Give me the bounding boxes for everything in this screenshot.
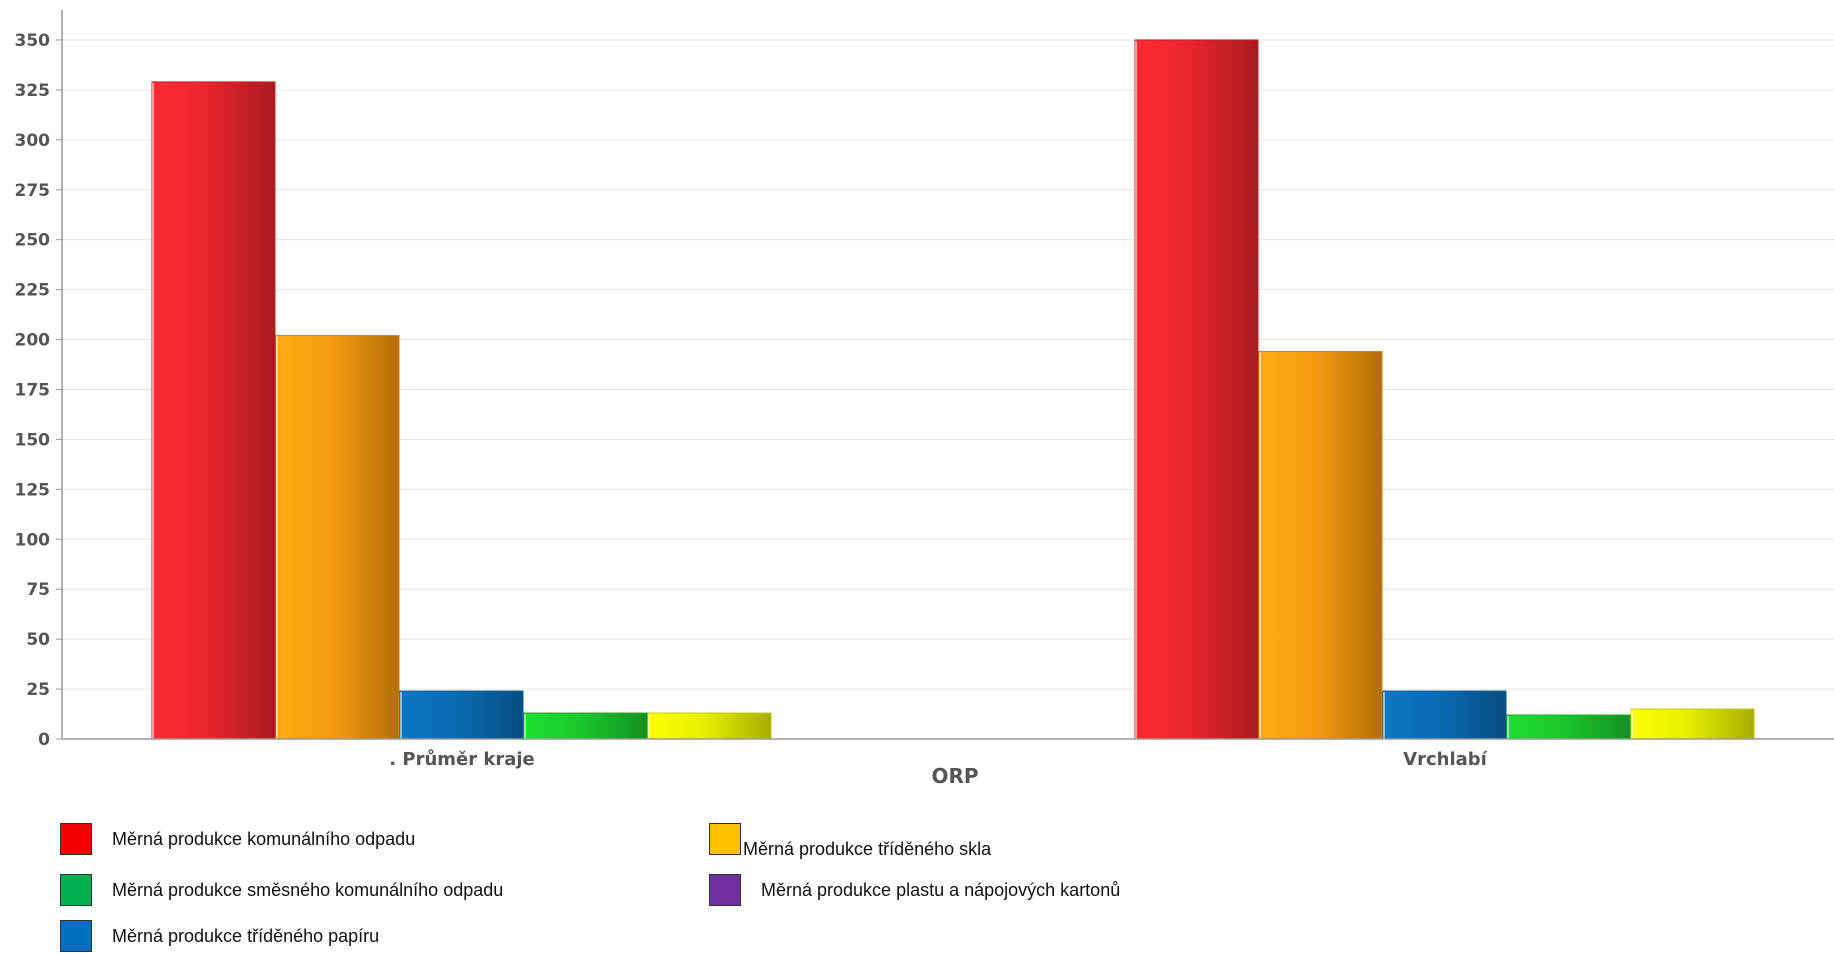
legend-item: Měrná produkce tříděného skla [709, 822, 991, 859]
legend-item: Měrná produkce komunálního odpadu [60, 822, 415, 856]
legend-swatch [60, 823, 92, 855]
y-tick-label: 300 [15, 131, 51, 151]
legend-label: Měrná produkce tříděného skla [743, 838, 992, 859]
bar-vrchlabi-series-3 [1382, 690, 1507, 740]
bar-prumer-kraje-series-5 [647, 712, 772, 740]
y-tick-label: 350 [15, 31, 51, 51]
x-category-label: . Průměr kraje [389, 748, 534, 770]
x-category-label: Vrchlabí [1403, 749, 1487, 770]
bar-prumer-kraje-series-2 [275, 335, 400, 740]
bar-prumer-kraje-series-4 [523, 712, 648, 740]
legend-label: Měrná produkce tříděného papíru [112, 925, 380, 946]
legend-swatch [60, 920, 92, 952]
y-tick-label: 175 [15, 380, 51, 400]
y-tick-label: 150 [15, 430, 51, 450]
y-tick-label: 125 [15, 480, 51, 500]
legend-item: Měrná produkce směsného komunálního odpa… [60, 873, 503, 907]
y-tick-label: 275 [15, 181, 51, 201]
bar-prumer-kraje-series-3 [399, 690, 524, 740]
y-tick-label: 325 [15, 81, 51, 101]
y-tick-label: 25 [26, 680, 50, 700]
axis-labels: 0 25 50 75 100 125 150 175 200 225 250 275 300 325 350… [15, 31, 1488, 788]
bar-prumer-kraje-series-1 [151, 81, 276, 740]
x-axis-title: ORP [931, 764, 978, 788]
bar-vrchlabi-series-2 [1258, 351, 1383, 740]
y-tick-label: 100 [15, 530, 51, 550]
y-tick-label: 250 [15, 231, 51, 251]
legend-item: Měrná produkce plastu a nápojových karto… [709, 873, 1120, 907]
y-tick-label: 200 [15, 331, 51, 351]
y-tick-label: 50 [26, 630, 50, 650]
legend-swatch [60, 874, 92, 906]
y-tick-label: 75 [26, 580, 50, 600]
bars [151, 39, 1755, 740]
bar-vrchlabi-series-1 [1134, 39, 1259, 740]
axes [56, 10, 1834, 740]
legend-swatch [709, 874, 741, 906]
bar-vrchlabi-series-5 [1630, 708, 1755, 740]
legend-label: Měrná produkce plastu a nápojových karto… [761, 879, 1121, 900]
bar-chart: 0 25 50 75 100 125 150 175 200 225 250 275 300 325 350… [15, 10, 1834, 788]
legend-label: Měrná produkce směsného komunálního odpa… [112, 879, 504, 900]
legend-label: Měrná produkce komunálního odpadu [112, 828, 416, 849]
legend-item: Měrná produkce tříděného papíru [60, 919, 379, 953]
bar-vrchlabi-series-4 [1506, 714, 1631, 740]
y-tick-label: 0 [38, 730, 50, 750]
legend-swatch [709, 823, 741, 855]
y-tick-label: 225 [15, 281, 51, 301]
